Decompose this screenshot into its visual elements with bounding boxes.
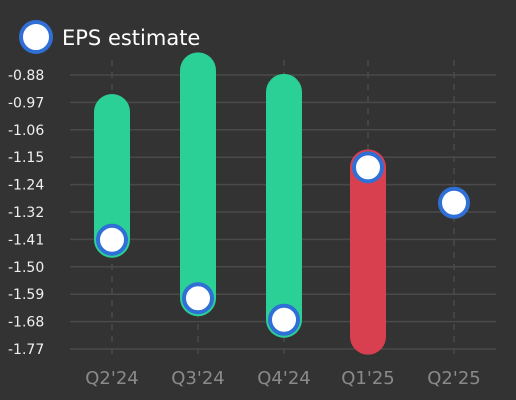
x-tick-label: Q3'24 <box>171 368 224 389</box>
legend: EPS estimate <box>19 20 200 54</box>
y-tick-label: -1.77 <box>8 342 44 358</box>
eps-estimate-marker <box>438 186 470 219</box>
y-tick-label: -1.15 <box>8 150 44 166</box>
y-tick-label: -0.97 <box>8 95 44 111</box>
y-tick-label: -1.24 <box>8 178 44 194</box>
x-tick-label: Q1'25 <box>341 368 394 389</box>
y-tick-label: -1.41 <box>8 232 44 248</box>
y-tick-label: -1.68 <box>8 315 44 331</box>
bar-layer <box>94 52 386 355</box>
eps-estimate-marker <box>96 223 128 256</box>
x-axis: Q2'24 Q3'24 Q4'24 Q1'25 Q2'25 <box>85 368 480 389</box>
y-tick-label: -0.88 <box>8 68 44 84</box>
legend-marker <box>19 20 53 54</box>
x-tick-label: Q4'24 <box>257 368 310 389</box>
y-tick-label: -1.50 <box>8 260 44 276</box>
y-tick-label: -1.32 <box>8 205 44 221</box>
eps-range-bar <box>350 149 386 355</box>
eps-range-bar <box>266 73 302 338</box>
legend-label: EPS estimate <box>62 26 200 50</box>
y-tick-label: -1.59 <box>8 287 44 303</box>
eps-range-bar <box>94 93 130 258</box>
eps-range-bar <box>180 52 216 317</box>
marker-layer <box>96 151 470 336</box>
y-tick-label: -1.06 <box>8 123 44 139</box>
eps-estimate-marker <box>268 303 300 336</box>
eps-estimate-marker <box>352 151 384 184</box>
y-axis: -0.88 -0.97 -1.06 -1.15 -1.24 -1.32 -1.41 -1.50… <box>8 68 44 358</box>
x-tick-label: Q2'24 <box>85 368 138 389</box>
eps-estimate-marker <box>182 282 214 315</box>
x-tick-label: Q2'25 <box>427 368 480 389</box>
